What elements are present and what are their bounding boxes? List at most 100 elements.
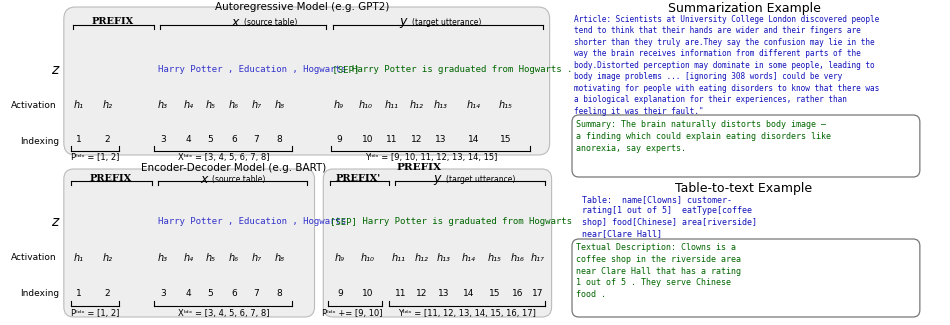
Text: h₁₃: h₁₃ <box>434 100 447 110</box>
Text: h₁: h₁ <box>73 253 84 263</box>
Text: 10: 10 <box>362 135 373 144</box>
Text: h₁₄: h₁₄ <box>462 253 476 263</box>
Text: h₇: h₇ <box>251 253 261 263</box>
Text: 12: 12 <box>416 290 428 298</box>
Text: 1: 1 <box>76 135 82 144</box>
Text: h₁₀: h₁₀ <box>361 253 375 263</box>
Text: 6: 6 <box>231 290 237 298</box>
Text: Textual Description: Clowns is a
coffee shop in the riverside area
near Clare Ha: Textual Description: Clowns is a coffee … <box>576 243 741 299</box>
Text: h₁₅: h₁₅ <box>487 253 502 263</box>
Text: 3: 3 <box>160 135 166 144</box>
Text: 7: 7 <box>254 135 259 144</box>
Text: 14: 14 <box>464 290 475 298</box>
Text: $z$: $z$ <box>51 63 61 77</box>
Text: (target utterance): (target utterance) <box>411 18 481 27</box>
Text: Harry Potter , Education , Hogwarts: Harry Potter , Education , Hogwarts <box>158 217 346 227</box>
Text: 4: 4 <box>185 290 191 298</box>
Text: h₁₄: h₁₄ <box>467 100 481 110</box>
FancyBboxPatch shape <box>64 7 550 155</box>
Text: h₂: h₂ <box>103 253 112 263</box>
FancyBboxPatch shape <box>323 169 552 317</box>
Text: 8: 8 <box>276 135 282 144</box>
Text: Harry Potter , Education , Hogwarts: Harry Potter , Education , Hogwarts <box>158 66 346 74</box>
Text: PREFIX: PREFIX <box>396 163 441 172</box>
Text: $y$: $y$ <box>399 16 408 30</box>
Text: 16: 16 <box>512 290 523 298</box>
Text: h₁₂: h₁₂ <box>414 253 428 263</box>
Text: PREFIX: PREFIX <box>91 17 134 26</box>
Text: (source table): (source table) <box>243 18 297 27</box>
Text: [SEP]: [SEP] <box>330 217 357 227</box>
Text: 4: 4 <box>185 135 191 144</box>
Text: 9: 9 <box>337 290 343 298</box>
Text: h₃: h₃ <box>158 253 168 263</box>
Text: h₁: h₁ <box>73 100 84 110</box>
Text: Article: Scientists at University College London discovered people
tend to think: Article: Scientists at University Colleg… <box>574 15 879 116</box>
Text: h₆: h₆ <box>229 253 238 263</box>
Text: 13: 13 <box>438 290 449 298</box>
Text: h₄: h₄ <box>183 100 193 110</box>
Text: Indexing: Indexing <box>20 136 59 146</box>
Text: h₄: h₄ <box>183 253 193 263</box>
Text: Activation: Activation <box>11 100 57 110</box>
Text: h₁₅: h₁₅ <box>499 100 513 110</box>
Text: Autoregressive Model (e.g. GPT2): Autoregressive Model (e.g. GPT2) <box>215 2 390 12</box>
FancyBboxPatch shape <box>572 115 920 177</box>
Text: 7: 7 <box>254 290 259 298</box>
Text: Table-to-text Example: Table-to-text Example <box>675 182 812 195</box>
Text: 17: 17 <box>532 290 543 298</box>
Text: Harry Potter is graduated from Hogwarts: Harry Potter is graduated from Hogwarts <box>357 217 572 227</box>
Text: h₁₇: h₁₇ <box>531 253 545 263</box>
Text: Encoder-Decoder Model (e.g. BART): Encoder-Decoder Model (e.g. BART) <box>142 163 327 173</box>
Text: Yᴵᵈˣ = [11, 12, 13, 14, 15, 16, 17]: Yᴵᵈˣ = [11, 12, 13, 14, 15, 16, 17] <box>398 309 536 318</box>
Text: 10: 10 <box>362 290 373 298</box>
Text: [SEP]: [SEP] <box>327 66 359 74</box>
Text: 2: 2 <box>104 290 110 298</box>
Text: Pᴵᵈˣ = [1, 2]: Pᴵᵈˣ = [1, 2] <box>70 309 119 318</box>
Text: Table:  name[Clowns] customer-
rating[1 out of 5]  eatType[coffee
shop] food[Chi: Table: name[Clowns] customer- rating[1 o… <box>581 195 757 238</box>
Text: 5: 5 <box>208 290 214 298</box>
Text: h₈: h₈ <box>275 253 285 263</box>
Text: h₁₀: h₁₀ <box>359 100 373 110</box>
Text: h₈: h₈ <box>275 100 285 110</box>
Text: 12: 12 <box>410 135 422 144</box>
Text: $x$: $x$ <box>231 16 240 29</box>
Text: h₁₆: h₁₆ <box>511 253 524 263</box>
Text: $x$: $x$ <box>200 173 210 186</box>
Text: 8: 8 <box>276 290 282 298</box>
Text: h₅: h₅ <box>205 100 216 110</box>
Text: PREFIX': PREFIX' <box>335 174 381 183</box>
Text: $z$: $z$ <box>51 215 61 229</box>
Text: 15: 15 <box>488 290 500 298</box>
Text: 2: 2 <box>104 135 110 144</box>
Text: 6: 6 <box>231 135 237 144</box>
Text: Pᴵᵈˣ = [1, 2]: Pᴵᵈˣ = [1, 2] <box>70 153 119 162</box>
Text: h₁₁: h₁₁ <box>385 100 398 110</box>
Text: Summary: The brain naturally distorts body image –
a finding which could explain: Summary: The brain naturally distorts bo… <box>576 120 831 153</box>
Text: h₉: h₉ <box>333 100 344 110</box>
Text: h₆: h₆ <box>229 100 238 110</box>
Text: Xᴵᵈˣ = [3, 4, 5, 6, 7, 8]: Xᴵᵈˣ = [3, 4, 5, 6, 7, 8] <box>179 309 270 318</box>
Text: 11: 11 <box>395 290 407 298</box>
Text: (target utterance): (target utterance) <box>446 175 515 184</box>
Text: Xᴵᵈˣ = [3, 4, 5, 6, 7, 8]: Xᴵᵈˣ = [3, 4, 5, 6, 7, 8] <box>179 153 270 162</box>
Text: Yᴵᵈˣ = [9, 10, 11, 12, 13, 14, 15]: Yᴵᵈˣ = [9, 10, 11, 12, 13, 14, 15] <box>365 153 497 162</box>
Text: 1: 1 <box>76 290 82 298</box>
Text: h₅: h₅ <box>205 253 216 263</box>
Text: h₉: h₉ <box>334 253 345 263</box>
Text: 11: 11 <box>386 135 397 144</box>
Text: Indexing: Indexing <box>20 290 59 298</box>
Text: h₁₃: h₁₃ <box>437 253 450 263</box>
Text: h₁₁: h₁₁ <box>392 253 406 263</box>
Text: 13: 13 <box>435 135 446 144</box>
Text: PREFIX: PREFIX <box>89 174 132 183</box>
Text: Pᴵᵈˣ += [9, 10]: Pᴵᵈˣ += [9, 10] <box>322 309 383 318</box>
Text: 5: 5 <box>208 135 214 144</box>
FancyBboxPatch shape <box>572 239 920 317</box>
FancyBboxPatch shape <box>64 169 314 317</box>
Text: 9: 9 <box>336 135 342 144</box>
Text: (source table): (source table) <box>213 175 266 184</box>
Text: 14: 14 <box>468 135 480 144</box>
Text: Harry Potter is graduated from Hogwarts .: Harry Potter is graduated from Hogwarts … <box>352 66 573 74</box>
Text: Summarization Example: Summarization Example <box>668 2 821 15</box>
